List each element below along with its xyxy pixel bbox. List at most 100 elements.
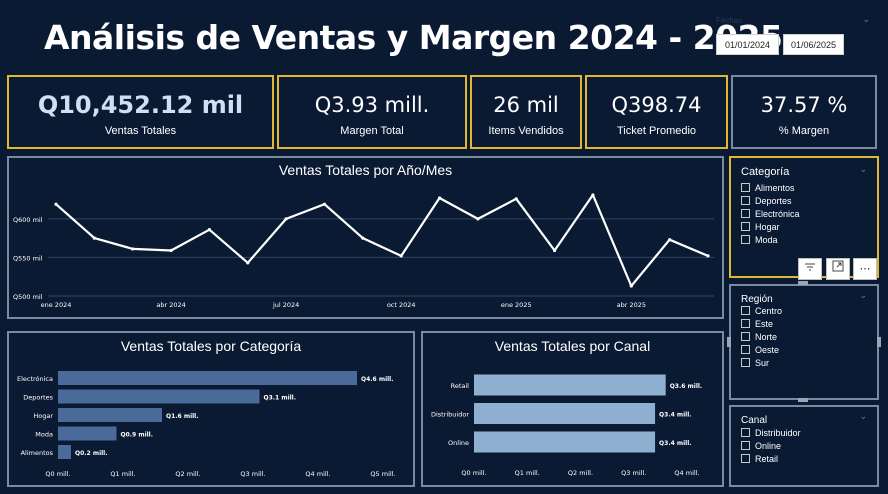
resize-handle[interactable] [727,337,731,347]
y-tick-label: Q500 mil [13,293,43,301]
x-tick-label: Q4 mill. [305,470,330,478]
channel-option-label: Retail [755,453,779,464]
x-tick-label: Q5 mill. [370,470,395,478]
checkbox[interactable] [741,222,750,231]
data-label: Q1.6 mill. [166,413,199,420]
line-chart-panel[interactable]: Ventas Totales por Año/Mes Q600 mil Q550 … [7,156,724,319]
kpi-porcentaje-margen: 37.57 % % Margen [731,75,877,149]
category-option[interactable]: Moda [741,233,800,246]
channel-option-label: Online [755,440,782,451]
bar [58,371,357,385]
region-slicer[interactable]: Región ⌄ Centro Este Norte Oeste Sur [729,284,879,400]
region-slicer-title: Región [741,294,773,305]
region-option[interactable]: Centro [741,304,782,317]
kpi-value: Q3.93 mill. [314,93,430,117]
category-option[interactable]: Hogar [741,220,800,233]
date-range-slicer[interactable]: Fechas ⌄ 01/01/2024 01/06/2025 [714,14,874,62]
filter-icon[interactable] [798,258,822,280]
checkbox[interactable] [741,209,750,218]
category-option[interactable]: Deportes [741,194,800,207]
region-option[interactable]: Este [741,317,782,330]
data-point [322,202,327,206]
channel-option[interactable]: Retail [741,452,801,465]
kpi-label: Ticket Promedio [616,125,697,137]
kpi-ventas-totales: Q10,452.12 mil Ventas Totales [7,75,274,149]
series-line [55,193,709,288]
channel-bar-chart: Retail Q3.6 mill. Distribuidor Q3.4 mill. On… [431,374,703,477]
chevron-down-icon[interactable]: ⌄ [859,290,867,300]
data-label: Q0.9 mill. [121,432,154,439]
checkbox[interactable] [741,345,750,354]
x-tick-label: abr 2025 [617,301,646,309]
checkbox[interactable] [741,235,750,244]
more-options-icon[interactable]: ⋯ [853,258,877,280]
checkbox[interactable] [741,454,750,463]
checkbox[interactable] [741,196,750,205]
resize-handle[interactable] [798,281,808,285]
category-chart-panel[interactable]: Ventas Totales por Categoría Electrónica… [7,331,415,487]
bar [58,426,117,441]
region-option-label: Sur [755,357,770,368]
category-chart-title: Ventas Totales por Categoría [120,338,302,354]
data-label: Q3.6 mill. [670,383,703,390]
bar [474,403,656,424]
x-tick-label: Q2 mill. [175,470,200,478]
data-point [629,284,633,288]
category-label: Retail [451,382,470,390]
category-label: Electrónica [17,375,53,383]
checkbox[interactable] [741,358,750,367]
data-label: Q3.4 mill. [659,440,692,447]
checkbox[interactable] [741,428,750,437]
category-slicer[interactable]: Categoría ⌄ Alimentos Deportes Electrónica… [729,156,879,278]
data-point [437,196,442,200]
line-chart: Q600 mil Q550 mil Q500 mil ene 2024 abr 202… [13,193,714,309]
x-tick-label: Q3 mill. [621,469,646,477]
region-option-label: Oeste [755,344,780,355]
category-label: Moda [35,431,53,439]
checkbox[interactable] [741,319,750,328]
resize-handle[interactable] [877,337,881,347]
chevron-down-icon[interactable]: ⌄ [859,164,867,174]
end-date-input[interactable]: 01/06/2025 [783,34,844,55]
line-chart-title: Ventas Totales por Año/Mes [278,162,453,178]
channel-slicer[interactable]: Canal ⌄ Distribuidor Online Retail [729,405,879,487]
kpi-label: Ventas Totales [104,125,177,137]
start-date-input[interactable]: 01/01/2024 [716,34,779,55]
data-point [207,228,212,232]
data-point [131,247,135,251]
focus-mode-icon[interactable] [826,258,850,280]
category-label: Hogar [33,412,53,420]
channel-option[interactable]: Online [741,439,801,452]
category-option-label: Electrónica [755,208,800,219]
checkbox[interactable] [741,306,750,315]
category-option-label: Hogar [755,221,780,232]
data-point [92,236,96,240]
checkbox[interactable] [741,183,750,192]
region-option[interactable]: Oeste [741,343,782,356]
channel-chart-panel[interactable]: Ventas Totales por Canal Retail Q3.6 mill… [421,331,724,487]
kpi-items-vendidos: 26 mil Items Vendidos [470,75,582,149]
data-point [591,193,595,197]
chevron-down-icon[interactable]: ⌄ [859,411,867,421]
checkbox[interactable] [741,332,750,341]
x-tick-label: Q4 mill. [674,469,699,477]
channel-option[interactable]: Distribuidor [741,426,801,439]
region-option[interactable]: Norte [741,330,782,343]
kpi-ticket-promedio: Q398.74 Ticket Promedio [585,75,728,149]
category-slicer-title: Categoría [741,166,790,178]
kpi-value: Q10,452.12 mil [37,91,244,119]
kpi-value: Q398.74 [611,93,702,117]
kpi-label: % Margen [778,125,830,137]
category-option-label: Moda [755,234,778,245]
category-option[interactable]: Alimentos [741,181,800,194]
kpi-margen-total: Q3.93 mill. Margen Total [277,75,467,149]
data-point [361,236,365,240]
region-option[interactable]: Sur [741,356,782,369]
bar [474,374,666,396]
x-tick-label: Q3 mill. [240,470,265,478]
chevron-down-icon[interactable]: ⌄ [862,14,870,24]
resize-handle[interactable] [798,398,808,402]
checkbox[interactable] [741,441,750,450]
category-option[interactable]: Electrónica [741,207,800,220]
bar [58,408,162,422]
